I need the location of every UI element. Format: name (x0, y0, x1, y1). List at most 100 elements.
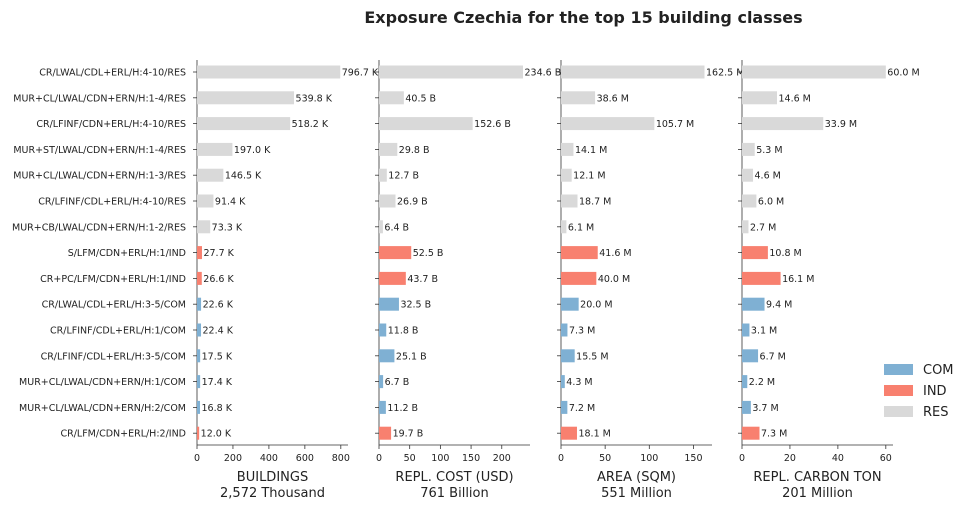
category-label: MUR+CL/LWAL/CDN+ERN/H:2/COM (19, 403, 186, 414)
category-label: CR/LFINF/CDL+ERL/H:4-10/RES (38, 197, 186, 208)
legend-label: COM (923, 363, 954, 378)
bar (742, 246, 768, 260)
x-axis-title: REPL. CARBON TON (753, 470, 881, 485)
x-tick-label: 0 (194, 453, 200, 464)
value-label: 14.1 M (575, 145, 607, 156)
value-label: 43.7 B (407, 274, 438, 285)
category-label: MUR+CL/LWAL/CDN+ERN/H:1-3/RES (13, 171, 186, 182)
value-label: 10.8 M (769, 248, 801, 259)
x-tick-label: 50 (599, 453, 611, 464)
bar (379, 246, 412, 260)
x-tick-label: 200 (493, 453, 511, 464)
bar (379, 65, 524, 79)
value-label: 33.9 M (825, 119, 857, 130)
bar (379, 349, 395, 363)
value-label: 14.6 M (778, 93, 810, 104)
bar (379, 168, 387, 182)
value-label: 6.7 B (385, 377, 410, 388)
value-label: 18.1 M (578, 429, 610, 440)
value-label: 7.3 M (569, 326, 595, 337)
x-tick-label: 100 (640, 453, 658, 464)
value-label: 17.4 K (202, 377, 233, 388)
value-label: 12.7 B (388, 171, 419, 182)
bar (197, 426, 200, 440)
value-label: 22.4 K (203, 326, 234, 337)
bar (197, 117, 291, 131)
x-axis-total: 201 Million (782, 486, 853, 501)
category-label: MUR+ST/LWAL/CDN+ERN/H:1-4/RES (13, 145, 186, 156)
value-label: 105.7 M (656, 119, 694, 130)
bar (561, 349, 575, 363)
value-label: 6.4 B (384, 222, 409, 233)
legend-swatch (884, 406, 913, 417)
bar (561, 246, 598, 260)
value-label: 26.9 B (397, 197, 428, 208)
bar (742, 426, 760, 440)
bar (742, 65, 886, 79)
value-label: 6.0 M (758, 197, 784, 208)
legend-label: RES (923, 405, 949, 420)
value-label: 4.3 M (566, 377, 592, 388)
bar (561, 91, 596, 105)
value-label: 539.8 K (296, 93, 333, 104)
bar (742, 349, 759, 363)
bar (379, 297, 399, 311)
value-label: 12.1 M (573, 171, 605, 182)
bar (197, 323, 202, 337)
value-label: 22.6 K (203, 300, 234, 311)
value-label: 16.1 M (782, 274, 814, 285)
category-label: CR+PC/LFM/CDN+ERL/H:1/IND (40, 274, 186, 285)
bar (197, 375, 201, 389)
category-label: S/LFM/CDN+ERL/H:1/IND (68, 248, 186, 259)
category-label: CR/LFM/CDN+ERL/H:2/IND (60, 429, 186, 440)
bar (561, 65, 705, 79)
x-axis-title: REPL. COST (USD) (395, 470, 513, 485)
bar (742, 168, 754, 182)
x-axis-total: 551 Million (601, 486, 672, 501)
bar (197, 168, 224, 182)
value-label: 12.0 K (201, 429, 232, 440)
x-axis-title: AREA (SQM) (597, 470, 676, 485)
category-label: CR/LFINF/CDN+ERL/H:4-10/RES (36, 119, 186, 130)
value-label: 18.7 M (579, 197, 611, 208)
value-label: 40.0 M (598, 274, 630, 285)
x-tick-label: 40 (832, 453, 844, 464)
x-tick-label: 50 (404, 453, 416, 464)
value-label: 9.4 M (766, 300, 792, 311)
bar (742, 375, 748, 389)
value-label: 27.7 K (203, 248, 234, 259)
value-label: 20.0 M (580, 300, 612, 311)
value-label: 3.1 M (751, 326, 777, 337)
chart-title: Exposure Czechia for the top 15 building… (364, 8, 803, 27)
x-axis-total: 2,572 Thousand (220, 486, 325, 501)
value-label: 16.8 K (202, 403, 233, 414)
value-label: 6.1 M (568, 222, 594, 233)
bar (197, 91, 295, 105)
bar (379, 117, 473, 131)
bar (197, 220, 211, 234)
value-label: 17.5 K (202, 351, 233, 362)
bar (742, 297, 765, 311)
x-tick-label: 150 (462, 453, 480, 464)
bar (561, 117, 655, 131)
bar (197, 65, 341, 79)
value-label: 5.3 M (756, 145, 782, 156)
x-tick-label: 400 (260, 453, 278, 464)
value-label: 2.7 M (750, 222, 776, 233)
value-label: 15.5 M (576, 351, 608, 362)
legend-swatch (884, 385, 913, 396)
x-tick-label: 0 (739, 453, 745, 464)
x-tick-label: 0 (558, 453, 564, 464)
value-label: 60.0 M (887, 68, 919, 79)
x-tick-label: 20 (784, 453, 796, 464)
category-label: MUR+CL/LWAL/CDN+ERN/H:1-4/RES (13, 93, 186, 104)
bar (561, 142, 574, 156)
value-label: 29.8 B (399, 145, 430, 156)
bar (197, 142, 233, 156)
category-label: CR/LWAL/CDL+ERL/H:3-5/COM (42, 300, 186, 311)
legend-swatch (884, 364, 913, 375)
bar (379, 220, 383, 234)
category-label: CR/LFINF/CDL+ERL/H:3-5/COM (41, 351, 186, 362)
x-axis-title: BUILDINGS (237, 470, 308, 485)
